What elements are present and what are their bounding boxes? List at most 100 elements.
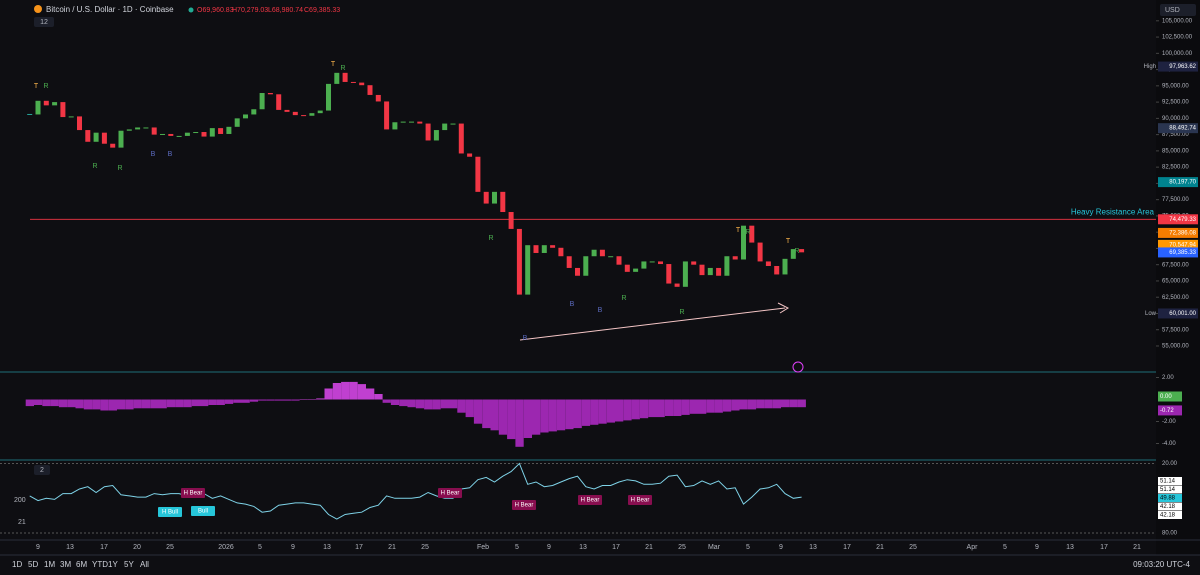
candle <box>292 111 298 116</box>
time-tick-label: 17 <box>843 544 851 551</box>
candle <box>359 82 365 86</box>
candle <box>525 245 531 295</box>
price-badge-label: 60,001.00 <box>1169 311 1196 317</box>
symbol-title[interactable]: Bitcoin / U.S. Dollar · 1D · Coinbase <box>46 5 174 14</box>
candle <box>267 93 273 95</box>
momentum-bar <box>781 399 790 408</box>
price-tick-label: 77,500.00 <box>1162 197 1189 203</box>
momentum-bar <box>482 399 491 429</box>
time-tick-label: 9 <box>547 544 551 551</box>
candle <box>400 121 406 123</box>
candle <box>641 261 647 269</box>
candle <box>93 132 99 142</box>
price-badge-name: High <box>1144 64 1156 70</box>
range-button[interactable]: 1Y <box>108 560 118 569</box>
indicator-toggle[interactable] <box>34 465 50 475</box>
osc-badge <box>1158 485 1182 494</box>
momentum-bar <box>357 384 366 400</box>
trend-arrow <box>519 302 790 341</box>
osc-badge <box>1158 494 1182 502</box>
indicator-toggle[interactable] <box>34 17 54 27</box>
signal-marker: R <box>92 163 97 170</box>
signal-marker: T <box>331 61 336 68</box>
candle <box>691 261 697 265</box>
momentum-bar <box>366 388 375 400</box>
momentum-bar <box>399 399 408 407</box>
time-tick-label: 21 <box>645 544 653 551</box>
time-tick-label: 17 <box>612 544 620 551</box>
range-button[interactable]: 3M <box>60 560 71 569</box>
range-button[interactable]: YTD <box>92 560 108 569</box>
momentum-bar <box>374 394 383 400</box>
signal-marker: R <box>340 65 345 72</box>
candle <box>591 249 597 257</box>
osc-annotation-bg <box>512 500 536 510</box>
range-button[interactable]: 6M <box>76 560 87 569</box>
price-badge <box>1158 123 1198 134</box>
price-badge-label: 80,197.70 <box>1169 180 1196 186</box>
candle <box>599 249 605 257</box>
momentum-bar <box>731 399 740 411</box>
price-tick-label: 65,000.00 <box>1162 279 1189 285</box>
momentum-bar <box>714 399 723 413</box>
price-tick-label: 85,000.00 <box>1162 148 1189 154</box>
candle <box>500 191 506 213</box>
momentum-bar <box>772 399 781 409</box>
momentum-badge <box>1158 391 1182 402</box>
ohlc-high: H70,279.03 <box>232 7 268 14</box>
price-tick-label: 67,500.00 <box>1162 262 1189 268</box>
candle <box>251 109 257 115</box>
momentum-bar <box>540 399 549 433</box>
osc-badge-label: 42.18 <box>1160 504 1176 510</box>
candle <box>375 94 381 102</box>
price-tick-label: 55,000.00 <box>1162 344 1189 350</box>
range-button[interactable]: 1M <box>44 560 55 569</box>
osc-badge <box>1158 477 1182 485</box>
osc-annotation-bg <box>628 495 652 505</box>
range-button[interactable]: 5D <box>28 560 38 569</box>
price-tick-label: 95,000.00 <box>1162 83 1189 89</box>
time-tick-label: 13 <box>66 544 74 551</box>
momentum-bar <box>424 399 433 410</box>
signal-marker: B <box>168 151 173 158</box>
candle <box>666 264 672 284</box>
range-button[interactable]: 5Y <box>124 560 134 569</box>
momentum-bar <box>100 399 109 411</box>
momentum-tick-label: -4.00 <box>1162 441 1176 447</box>
currency-button[interactable] <box>1160 4 1196 16</box>
price-tick-label: 105,000.00 <box>1162 18 1193 24</box>
event-icon[interactable] <box>792 361 804 373</box>
time-tick-label: 21 <box>1133 544 1141 551</box>
osc-annotation-bg <box>191 506 215 516</box>
momentum-bar <box>722 399 732 412</box>
candle <box>301 115 307 117</box>
signal-marker: R <box>488 235 493 242</box>
signal-marker: B <box>570 301 575 308</box>
candle <box>392 122 398 130</box>
range-button[interactable]: All <box>140 560 149 569</box>
time-tick-label: Apr <box>967 544 979 551</box>
momentum-tick-label: 2.00 <box>1162 375 1174 381</box>
momentum-tick-label: -2.00 <box>1162 419 1176 425</box>
signal-marker: R <box>794 248 799 255</box>
time-tick-label: 25 <box>421 544 429 551</box>
time-tick-label: 9 <box>291 544 295 551</box>
candle <box>35 100 41 115</box>
momentum-bar <box>756 399 765 409</box>
range-button[interactable]: 1D <box>12 560 22 569</box>
resistance-label: Heavy Resistance Area <box>1071 207 1155 216</box>
signal-marker: B <box>598 307 603 314</box>
price-badge <box>1158 227 1198 238</box>
candle <box>575 267 580 276</box>
momentum-bar <box>465 399 474 418</box>
time-tick-label: 17 <box>1100 544 1108 551</box>
candle <box>309 113 315 116</box>
signal-marker: B <box>523 335 528 342</box>
osc-annotation: H Bear <box>515 503 534 509</box>
momentum-bar <box>141 399 151 409</box>
price-tick-label: 62,500.00 <box>1162 295 1189 301</box>
time-tick-label: 13 <box>579 544 587 551</box>
momentum-bar <box>457 399 466 413</box>
